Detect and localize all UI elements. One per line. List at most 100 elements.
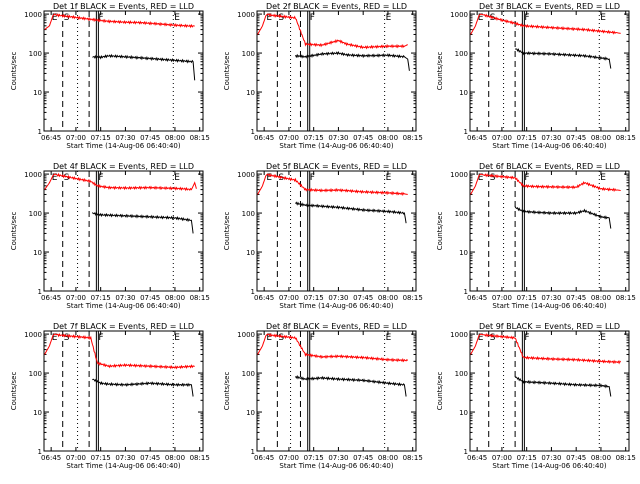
- x-tick-label: 07:00: [492, 454, 512, 462]
- x-tick-label: 08:00: [165, 134, 185, 142]
- x-tick-label: 07:00: [279, 294, 299, 302]
- y-tick-label: 1: [464, 448, 468, 456]
- y-tick-label: 10: [246, 89, 255, 97]
- x-tick-label: 08:00: [165, 454, 185, 462]
- plot-title: Det 8f BLACK = Events, RED = LLD: [266, 322, 407, 331]
- y-axis-label: Counts/sec: [10, 212, 18, 251]
- events-series-line: [515, 48, 612, 69]
- event-marker-label: E: [266, 13, 272, 23]
- y-tick-label: 1: [38, 128, 42, 136]
- y-tick-label: 1: [251, 448, 255, 456]
- events-series-line: [295, 375, 407, 397]
- x-axis-label: Start Time (14-Aug-06 06:40:40): [492, 142, 606, 150]
- event-marker-label: E: [174, 333, 180, 343]
- lld-series-line: [470, 173, 621, 195]
- x-tick-label: 07:45: [566, 294, 586, 302]
- y-axis-label: Counts/sec: [10, 372, 18, 411]
- event-marker-label: S: [278, 13, 284, 23]
- y-tick-label: 100: [29, 210, 42, 218]
- lld-series-line: [257, 333, 409, 363]
- x-tick-label: 08:15: [616, 294, 636, 302]
- y-axis-label: Counts/sec: [223, 212, 231, 251]
- y-tick-label: 10: [246, 409, 255, 417]
- event-marker-label: F: [524, 333, 529, 343]
- plot-title: Det 2f BLACK = Events, RED = LLD: [266, 2, 407, 11]
- y-tick-label: 100: [455, 50, 468, 58]
- x-tick-label: 06:45: [467, 454, 487, 462]
- x-axis-label: Start Time (14-Aug-06 06:40:40): [492, 302, 606, 310]
- lld-series-line: [257, 13, 408, 50]
- x-tick-label: 07:15: [304, 294, 324, 302]
- y-tick-label: 1000: [450, 171, 468, 179]
- x-tick-label: 06:45: [254, 294, 274, 302]
- x-tick-label: 07:15: [517, 454, 537, 462]
- event-marker-label: E: [478, 173, 484, 183]
- event-marker-label: E: [600, 13, 606, 23]
- plot-frame: [469, 10, 630, 132]
- plot-title: Det 3f BLACK = Events, RED = LLD: [479, 2, 620, 11]
- y-tick-label: 10: [33, 409, 42, 417]
- x-tick-label: 08:00: [591, 294, 611, 302]
- x-tick-label: 07:15: [517, 134, 537, 142]
- plot-title: Det 4f BLACK = Events, RED = LLD: [53, 162, 194, 171]
- event-marker-label: F: [310, 333, 315, 343]
- x-tick-label: 08:15: [616, 134, 636, 142]
- event-marker-label: E: [386, 173, 392, 183]
- event-marker-label: E: [266, 333, 272, 343]
- y-tick-label: 1000: [24, 11, 42, 19]
- plot-frame: [469, 330, 630, 452]
- plot-title: Det 9f BLACK = Events, RED = LLD: [479, 322, 620, 331]
- x-tick-label: 08:15: [190, 454, 210, 462]
- plot-frame: [256, 170, 417, 292]
- x-tick-label: 08:00: [165, 294, 185, 302]
- event-marker-label: F: [98, 173, 103, 183]
- y-tick-label: 1: [464, 288, 468, 296]
- events-series-line: [92, 53, 196, 81]
- event-marker-label: E: [386, 13, 392, 23]
- x-tick-label: 07:00: [492, 294, 512, 302]
- plot-frame: [256, 10, 417, 132]
- plot-panel-7: Det 7f BLACK = Events, RED = LLD 1 10 100 10…: [10, 322, 210, 470]
- event-marker-label: E: [386, 333, 392, 343]
- y-tick-label: 100: [455, 370, 468, 378]
- event-marker-label: F: [98, 333, 103, 343]
- x-tick-label: 07:00: [66, 134, 86, 142]
- event-marker-label: S: [490, 173, 496, 183]
- y-tick-label: 10: [33, 249, 42, 257]
- x-tick-label: 08:00: [378, 454, 398, 462]
- x-tick-label: 07:30: [328, 134, 348, 142]
- plot-title: Det 5f BLACK = Events, RED = LLD: [266, 162, 407, 171]
- x-tick-label: 08:00: [378, 134, 398, 142]
- lld-series-line: [257, 172, 408, 197]
- event-marker-label: E: [174, 13, 180, 23]
- plot-panel-9: Det 9f BLACK = Events, RED = LLD 1 10 100 10…: [436, 322, 636, 470]
- y-tick-label: 100: [29, 370, 42, 378]
- x-tick-label: 06:45: [254, 454, 274, 462]
- event-marker-label: E: [478, 13, 484, 23]
- x-tick-label: 06:45: [41, 294, 61, 302]
- y-tick-label: 1000: [237, 331, 255, 339]
- x-tick-label: 06:45: [41, 134, 61, 142]
- plot-frame: [256, 330, 417, 452]
- x-axis-label: Start Time (14-Aug-06 06:40:40): [66, 142, 180, 150]
- event-marker-label: E: [266, 173, 272, 183]
- y-axis-label: Counts/sec: [436, 372, 444, 411]
- y-tick-label: 1000: [237, 11, 255, 19]
- event-marker-label: E: [52, 333, 58, 343]
- y-tick-label: 1000: [450, 331, 468, 339]
- x-tick-label: 06:45: [467, 134, 487, 142]
- events-series-line: [514, 206, 612, 229]
- x-tick-label: 08:15: [616, 454, 636, 462]
- x-axis-label: Start Time (14-Aug-06 06:40:40): [279, 142, 393, 150]
- plot-frame: [43, 330, 204, 452]
- plot-panel-8: Det 8f BLACK = Events, RED = LLD 1 10 100 10…: [223, 322, 423, 470]
- events-series-line: [92, 211, 194, 234]
- event-marker-label: F: [524, 13, 529, 23]
- y-tick-label: 1000: [237, 171, 255, 179]
- lld-series-line: [470, 333, 622, 365]
- y-tick-label: 10: [246, 249, 255, 257]
- x-tick-label: 07:15: [91, 454, 111, 462]
- x-tick-label: 08:15: [190, 134, 210, 142]
- plot-title: Det 7f BLACK = Events, RED = LLD: [53, 322, 194, 331]
- y-tick-label: 10: [459, 249, 468, 257]
